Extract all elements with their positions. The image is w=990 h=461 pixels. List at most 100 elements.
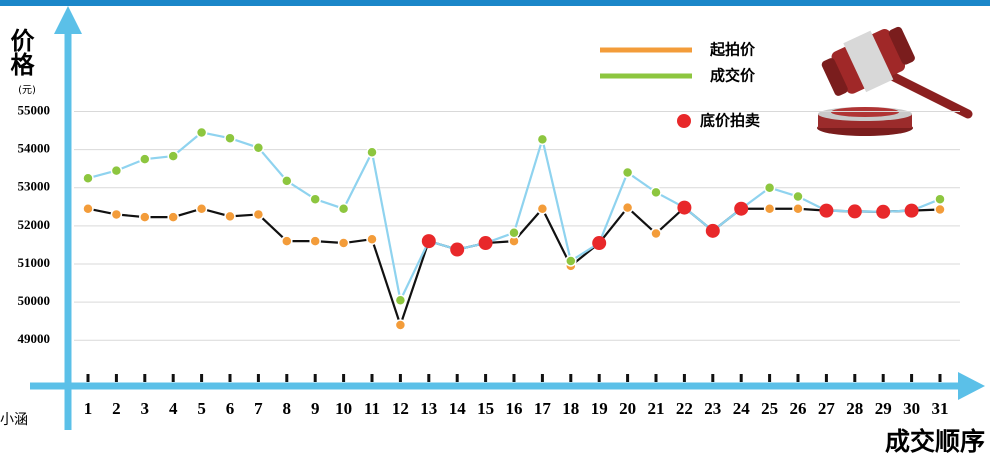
point: [621, 166, 634, 179]
point: [337, 237, 350, 249]
point: [934, 203, 946, 216]
point: [508, 226, 520, 239]
point: [565, 255, 577, 267]
x-tick-label: 9: [311, 399, 320, 418]
legend-label: 底价拍卖: [700, 112, 760, 130]
legend-label: 成交价: [710, 67, 756, 85]
x-tick-label: 28: [846, 399, 863, 418]
x-tick-label: 4: [169, 399, 178, 418]
reserve-marker: [450, 242, 465, 257]
x-tick-label: 16: [506, 399, 523, 418]
x-axis-arrow: [958, 372, 985, 400]
x-tick-label: 31: [932, 399, 949, 418]
point: [195, 126, 208, 139]
point: [934, 193, 946, 205]
gavel-icon: [817, 26, 973, 136]
y-title: 价格: [6, 28, 34, 77]
x-tick-label: 19: [591, 399, 608, 418]
point: [281, 235, 293, 247]
legend-swatch: [677, 114, 691, 128]
point: [763, 182, 776, 194]
point: [621, 201, 634, 214]
point: [366, 146, 378, 159]
y-tick-label: 55000: [18, 102, 51, 117]
x-tick-label: 27: [818, 399, 836, 418]
reserve-marker: [592, 236, 607, 251]
point: [309, 235, 321, 247]
point: [536, 202, 549, 215]
point: [110, 208, 123, 221]
x-tick-label: 30: [903, 399, 920, 418]
y-axis-arrow: [54, 6, 82, 34]
y-unit: (元): [18, 85, 36, 96]
reserve-marker: [677, 200, 692, 215]
point: [252, 141, 265, 154]
x-tick-label: 20: [619, 399, 636, 418]
reserve-marker: [734, 201, 749, 216]
point: [394, 319, 407, 331]
x-tick-label: 22: [676, 399, 693, 418]
y-tick-label: 54000: [18, 141, 51, 156]
legend-label: 起拍价: [709, 41, 756, 59]
series-line: [87, 205, 941, 329]
point: [224, 210, 236, 223]
point: [252, 208, 265, 221]
reserve-marker: [847, 204, 862, 219]
point: [337, 202, 350, 215]
y-tick-label: 49000: [18, 331, 51, 346]
x-tick-label: 12: [392, 399, 409, 418]
x-tick-label: 26: [790, 399, 807, 418]
point: [536, 133, 549, 146]
x-tick-label: 8: [283, 399, 292, 418]
x-tick-label: 23: [704, 399, 721, 418]
point: [139, 153, 151, 165]
x-tick-label: 21: [648, 399, 665, 418]
point: [650, 227, 662, 240]
y-tick-label: 53000: [18, 179, 51, 194]
point: [82, 202, 94, 215]
watermark: 小涵: [0, 412, 28, 428]
x-tick-label: 13: [420, 399, 437, 418]
point: [110, 164, 123, 177]
point: [139, 211, 151, 223]
x-tick-label: 29: [875, 399, 892, 418]
x-tick-label: 6: [226, 399, 235, 418]
x-tick-label: 24: [733, 399, 751, 418]
x-tick-label: 7: [254, 399, 263, 418]
reserve-marker: [478, 236, 493, 251]
point: [763, 202, 776, 215]
point: [309, 193, 321, 205]
y-tick-label: 52000: [18, 217, 51, 232]
series-line: [87, 131, 941, 304]
x-tick-label: 10: [335, 399, 352, 418]
x-tick-label: 3: [141, 399, 150, 418]
reserve-marker: [705, 223, 720, 238]
point: [394, 294, 407, 306]
point: [281, 175, 293, 187]
x-tick-label: 25: [761, 399, 778, 418]
point: [792, 190, 804, 203]
point: [195, 202, 208, 215]
x-tick-label: 18: [562, 399, 579, 418]
reserve-marker: [904, 203, 919, 218]
x-tick-label: 1: [84, 399, 93, 418]
point: [792, 202, 804, 215]
point: [167, 211, 179, 223]
reserve-marker: [876, 204, 891, 219]
y-tick-label: 51000: [18, 255, 51, 270]
x-tick-label: 15: [477, 399, 494, 418]
x-tick-label: 14: [449, 399, 467, 418]
point: [224, 132, 236, 144]
reserve-marker: [421, 234, 436, 249]
y-tick-label: 50000: [18, 293, 51, 308]
reserve-marker: [819, 203, 834, 218]
point: [167, 150, 179, 162]
x-tick-label: 5: [197, 399, 206, 418]
x-title: 成交顺序: [885, 427, 985, 456]
x-tick-label: 2: [112, 399, 121, 418]
x-tick-label: 17: [534, 399, 552, 418]
point: [366, 233, 378, 245]
point: [82, 172, 94, 184]
